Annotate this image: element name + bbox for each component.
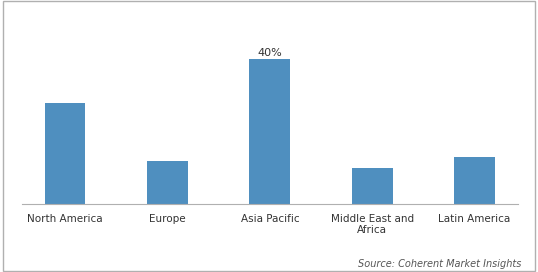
Bar	[454, 157, 495, 204]
Bar	[352, 168, 393, 204]
Text: Source: Coherent Market Insights: Source: Coherent Market Insights	[358, 259, 522, 269]
Bar	[45, 103, 86, 204]
Bar	[249, 59, 291, 204]
Bar	[147, 160, 188, 204]
Text: 40%: 40%	[258, 48, 282, 57]
